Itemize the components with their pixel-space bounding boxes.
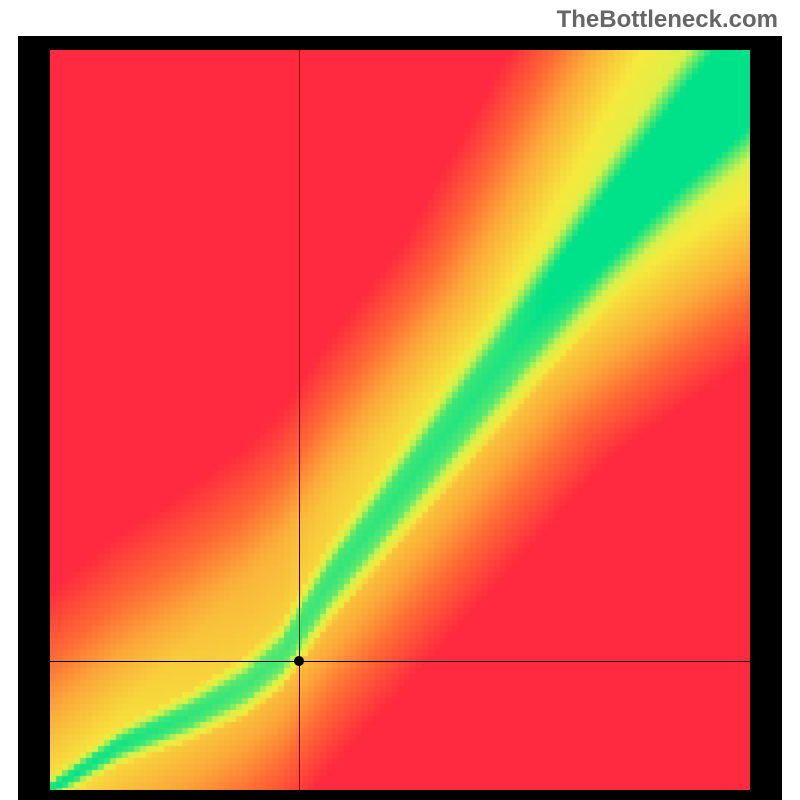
heatmap-plot-area [50, 50, 750, 790]
crosshair-vertical [299, 50, 300, 790]
crosshair-marker [294, 656, 304, 666]
crosshair-horizontal [50, 661, 750, 662]
heatmap-canvas [50, 50, 750, 790]
figure-root: TheBottleneck.com [0, 0, 800, 800]
watermark-text: TheBottleneck.com [557, 6, 778, 34]
